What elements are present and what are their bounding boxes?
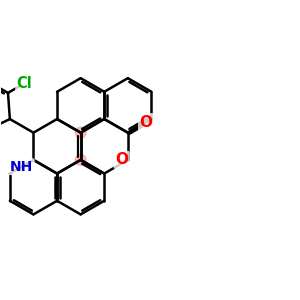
Circle shape [75,127,86,138]
Text: NH: NH [10,160,33,174]
Circle shape [75,154,86,165]
Text: O: O [140,115,153,130]
Text: O: O [115,152,128,167]
Text: Cl: Cl [16,76,32,91]
